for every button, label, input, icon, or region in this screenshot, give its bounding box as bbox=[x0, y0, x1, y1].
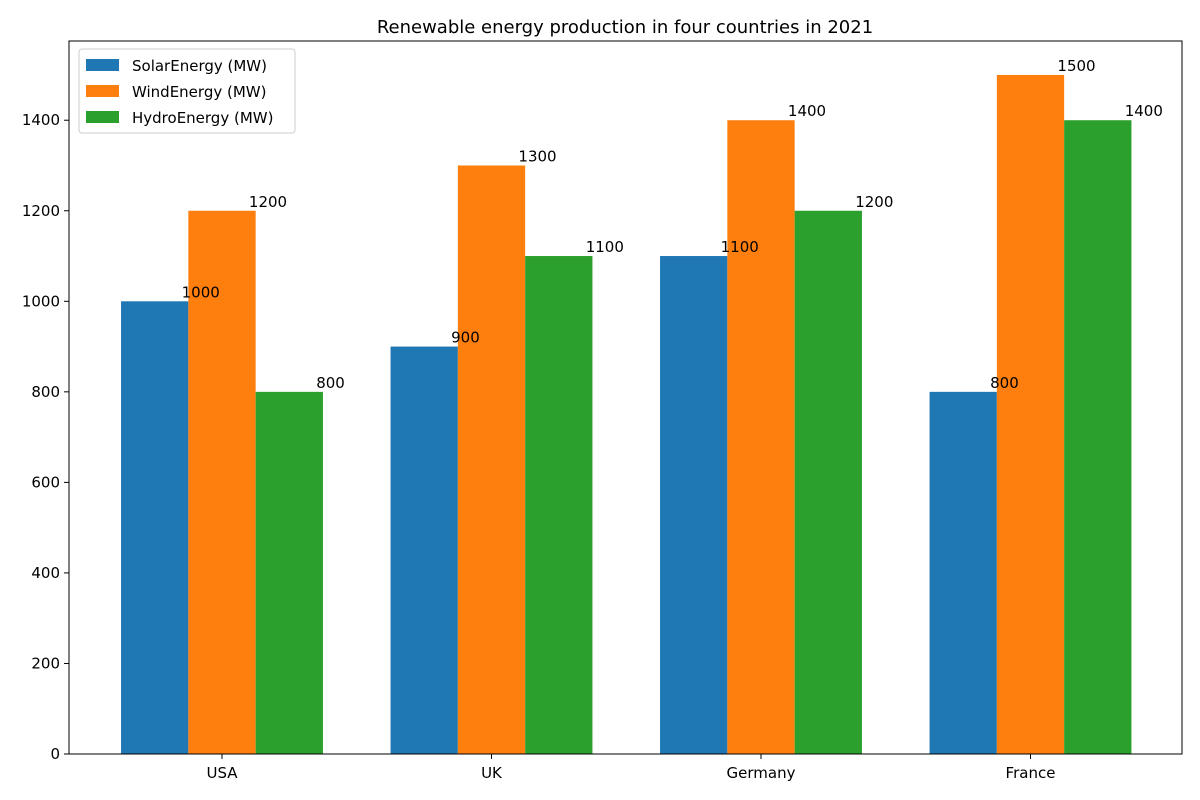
x-tick-label-usa: USA bbox=[206, 764, 238, 782]
bar-solarenergy-uk bbox=[390, 346, 458, 754]
bar-solarenergy-usa bbox=[121, 301, 189, 754]
legend-swatch-hydroenergy bbox=[86, 111, 119, 123]
value-label-hydroenergy-france: 1400 bbox=[1125, 102, 1163, 120]
bar-hydroenergy-usa bbox=[255, 391, 323, 754]
bar-windenergy-germany bbox=[727, 120, 795, 754]
legend-swatch-windenergy bbox=[86, 85, 119, 97]
bar-hydroenergy-france bbox=[1064, 120, 1132, 754]
value-label-solarenergy-uk: 900 bbox=[451, 329, 480, 347]
value-label-hydroenergy-uk: 1100 bbox=[586, 238, 624, 256]
legend-label-hydroenergy: HydroEnergy (MW) bbox=[132, 109, 273, 127]
bar-windenergy-france bbox=[996, 74, 1065, 754]
legend-swatch-solarenergy bbox=[86, 59, 119, 71]
bar-hydroenergy-uk bbox=[525, 256, 593, 754]
bar-hydroenergy-germany bbox=[794, 210, 862, 754]
value-label-windenergy-france: 1500 bbox=[1057, 57, 1095, 75]
chart-title: Renewable energy production in four coun… bbox=[377, 17, 873, 38]
value-label-hydroenergy-germany: 1200 bbox=[855, 193, 893, 211]
bar-windenergy-usa bbox=[188, 210, 256, 754]
value-labels-layer: 1000 1200 800 900 1300 1100 1100 1400 1200 800 150… bbox=[182, 57, 1163, 392]
value-label-solarenergy-france: 800 bbox=[990, 374, 1019, 392]
value-label-windenergy-germany: 1400 bbox=[788, 102, 826, 120]
legend-label-windenergy: WindEnergy (MW) bbox=[132, 83, 266, 101]
y-tick-label: 600 bbox=[31, 473, 60, 491]
value-label-windenergy-usa: 1200 bbox=[249, 193, 287, 211]
bar-windenergy-uk bbox=[457, 165, 526, 754]
value-label-hydroenergy-usa: 800 bbox=[316, 374, 345, 392]
y-tick-label: 1000 bbox=[22, 292, 60, 310]
y-axis: 0 200 400 600 800 1000 1200 1400 bbox=[22, 111, 69, 763]
plot-frame bbox=[68, 40, 1183, 755]
y-tick-label: 1400 bbox=[22, 111, 60, 129]
y-tick-label: 400 bbox=[31, 564, 60, 582]
value-label-windenergy-uk: 1300 bbox=[518, 147, 556, 165]
legend: SolarEnergy (MW) WindEnergy (MW) HydroEner… bbox=[78, 48, 296, 134]
x-tick-label-france: France bbox=[1006, 764, 1056, 782]
x-axis: USA UK Germany France bbox=[206, 754, 1055, 782]
y-tick-label: 200 bbox=[31, 654, 60, 672]
bar-solarenergy-france bbox=[929, 391, 997, 754]
x-tick-label-uk: UK bbox=[481, 764, 503, 782]
x-tick-label-germany: Germany bbox=[727, 764, 796, 782]
value-label-solarenergy-germany: 1100 bbox=[721, 238, 759, 256]
y-tick-label: 800 bbox=[31, 383, 60, 401]
bar-solarenergy-germany bbox=[660, 256, 728, 754]
value-label-solarenergy-usa: 1000 bbox=[182, 283, 220, 301]
legend-box bbox=[78, 48, 296, 134]
y-tick-label: 1200 bbox=[22, 202, 60, 220]
legend-label-solarenergy: SolarEnergy (MW) bbox=[132, 57, 267, 75]
y-tick-label: 0 bbox=[50, 745, 60, 763]
bars-layer bbox=[121, 74, 1132, 754]
